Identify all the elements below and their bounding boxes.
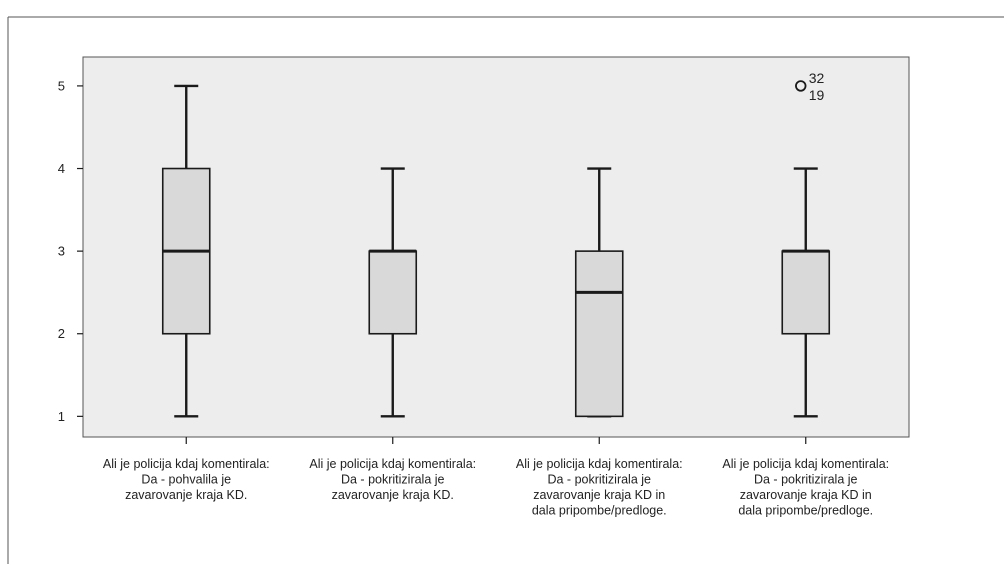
plot-area (82, 56, 910, 438)
y-tick-label: 1 (58, 409, 65, 424)
x-category-label-line: Da - pokritizirala je (754, 473, 858, 487)
y-tick-label: 4 (58, 161, 65, 176)
box-2 (368, 167, 418, 418)
x-axis: Ali je policija kdaj komentirala: Da - po… (103, 437, 889, 518)
box-iqr (781, 250, 831, 335)
x-category-label-line: zavarovanje kraja KD in (740, 488, 872, 502)
x-category-label-line: zavarovanje kraja KD. (332, 488, 454, 502)
x-category-label-line: Da - pohvalila je (141, 473, 231, 487)
x-category-label-line: zavarovanje kraja KD. (125, 488, 247, 502)
x-category-label-line: Ali je policija kdaj komentirala: (722, 457, 889, 471)
box-iqr (574, 250, 624, 418)
box-1 (161, 84, 211, 418)
y-tick-label: 2 (58, 326, 65, 341)
x-category-label: Ali je policija kdaj komentirala: Da - po… (516, 457, 683, 518)
box-iqr (368, 250, 418, 335)
x-category-label-line: Ali je policija kdaj komentirala: (309, 457, 476, 471)
x-category-label-line: dala pripombe/predloge. (532, 504, 667, 518)
x-category-label-line: Ali je policija kdaj komentirala: (103, 457, 270, 471)
x-category-label-line: zavarovanje kraja KD in (533, 488, 665, 502)
outlier-label: 32 (809, 70, 825, 86)
x-category-label-line: dala pripombe/predloge. (738, 504, 873, 518)
y-tick-label: 3 (58, 244, 65, 259)
x-category-label-line: Da - pokritizirala je (547, 473, 651, 487)
x-category-label: Ali je policija kdaj komentirala: Da - po… (722, 457, 889, 518)
outlier-label: 19 (809, 87, 825, 103)
x-category-label-line: Ali je policija kdaj komentirala: (516, 457, 683, 471)
y-axis: 1 2 3 4 5 (58, 78, 83, 424)
y-tick-label: 5 (58, 78, 65, 93)
x-category-label: Ali je policija kdaj komentirala: Da - po… (103, 457, 270, 502)
box-3 (574, 167, 624, 418)
x-category-label: Ali je policija kdaj komentirala: Da - po… (309, 457, 476, 502)
x-category-label-line: Da - pokritizirala je (341, 473, 445, 487)
outlier-marker (795, 80, 807, 92)
